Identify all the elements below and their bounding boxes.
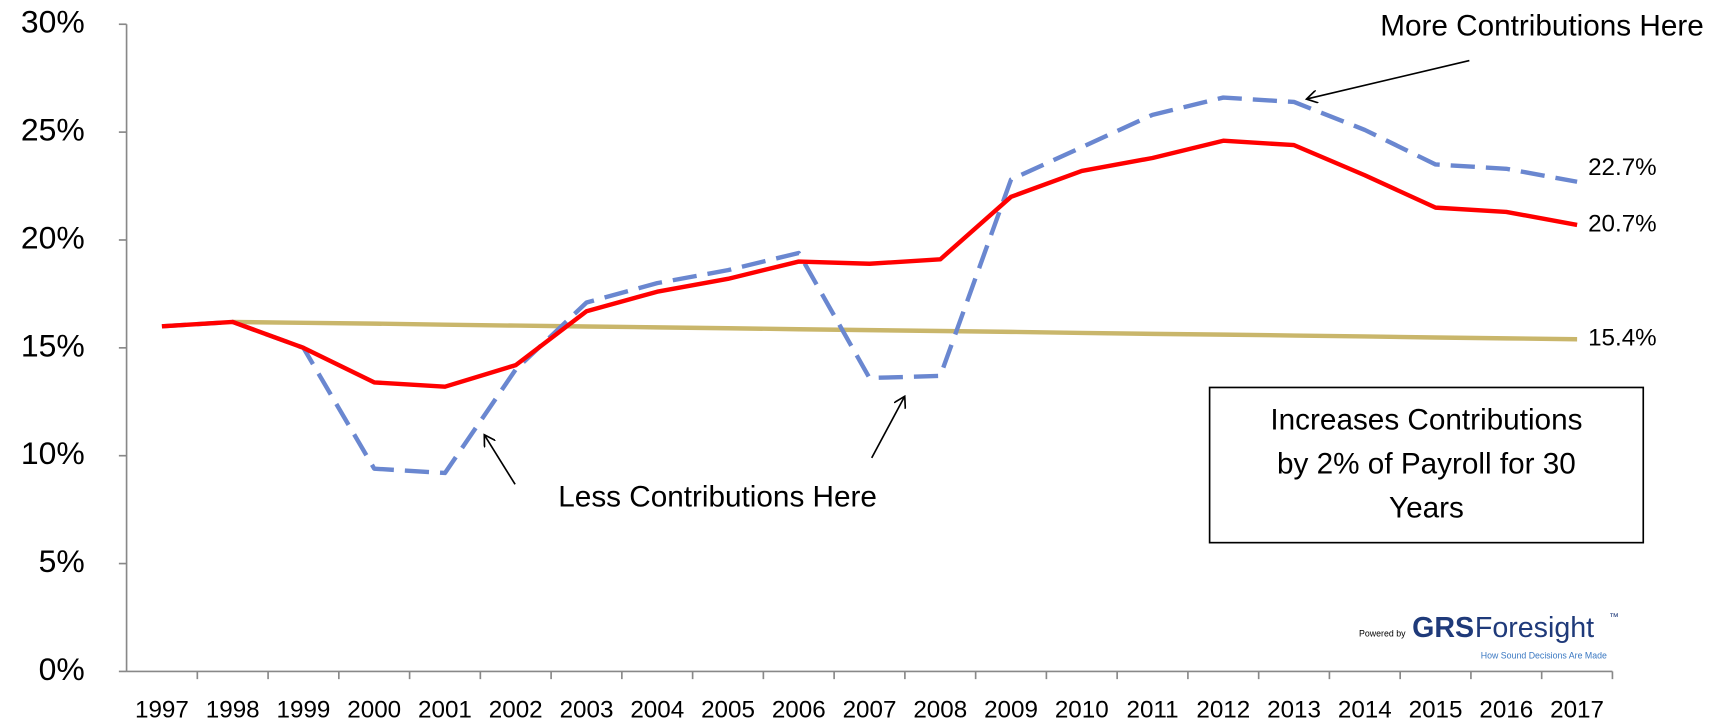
logo-text: How Sound Decisions Are Made [1481,650,1607,660]
note-line: by 2% of Payroll for 30 [1277,447,1576,480]
note-box [1208,386,1645,544]
series-line [161,138,1578,389]
y-tick-label: 10% [21,435,85,471]
y-tick-label: 5% [39,543,85,579]
x-tick-label: 2001 [418,696,472,721]
x-tick-label: 2002 [489,696,543,721]
x-tick-label: 2000 [347,696,401,721]
note-line: Increases Contributions [1270,403,1582,436]
x-tick-label: 1997 [135,696,189,721]
x-tick-label: 2011 [1127,696,1179,721]
x-tick-label: 2013 [1267,696,1321,721]
logo-text: Foresight [1475,612,1594,644]
x-tick-label: 2012 [1196,696,1250,721]
logo: Powered by GRS Foresight ™ How Sound Dec… [1359,612,1619,660]
x-tick-label: 2014 [1338,696,1392,721]
x-tick-label: 2016 [1479,696,1533,721]
logo-text: GRS [1412,612,1474,644]
arrow [484,435,516,485]
x-tick-label: 2015 [1409,696,1463,721]
x-tick-label: 1998 [206,696,260,721]
y-tick-label: 25% [21,112,85,148]
annotation: More Contributions Here [1380,9,1704,42]
series-line [161,95,1578,476]
data-label: 22.7% [1588,154,1657,181]
x-tick-label: 2007 [843,696,897,721]
x-tick-label: 2004 [630,696,684,721]
data-label: 20.7% [1588,210,1657,237]
x-tick-label: 2009 [984,696,1038,721]
data-label: 15.4% [1588,325,1657,352]
y-tick-label: 20% [21,219,85,255]
y-tick-label: 0% [39,651,85,687]
x-tick-label: 2005 [701,696,755,721]
x-tick-label: 2010 [1055,696,1109,721]
x-tick-label: 2017 [1550,696,1604,721]
x-tick-label: 1999 [277,696,331,721]
series-line [232,319,1578,342]
annotation: Less Contributions Here [558,480,877,513]
x-tick-label: 2003 [560,696,614,721]
arrow [870,396,905,459]
y-tick-label: 30% [21,4,85,40]
note-line: Years [1389,491,1464,524]
x-tick-label: 2006 [772,696,826,721]
axes [118,23,1614,680]
logo-text: ™ [1609,612,1619,623]
x-tick-label: 2008 [913,696,967,721]
arrow [1306,59,1470,100]
logo-text: Powered by [1359,628,1406,638]
y-tick-label: 15% [21,327,85,363]
